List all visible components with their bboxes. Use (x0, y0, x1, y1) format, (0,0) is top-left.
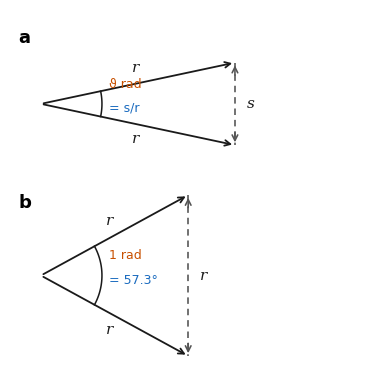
Text: 1 rad: 1 rad (109, 249, 142, 262)
Text: b: b (18, 194, 31, 212)
Text: a: a (18, 29, 30, 48)
Text: ϑ rad: ϑ rad (109, 77, 141, 91)
Text: = 57.3°: = 57.3° (109, 274, 158, 287)
Text: r: r (132, 132, 139, 147)
Text: r: r (200, 269, 207, 283)
Text: = s/r: = s/r (109, 102, 139, 115)
Text: r: r (132, 61, 139, 75)
Text: r: r (105, 214, 113, 228)
Text: s: s (247, 97, 254, 111)
Text: r: r (105, 323, 113, 337)
